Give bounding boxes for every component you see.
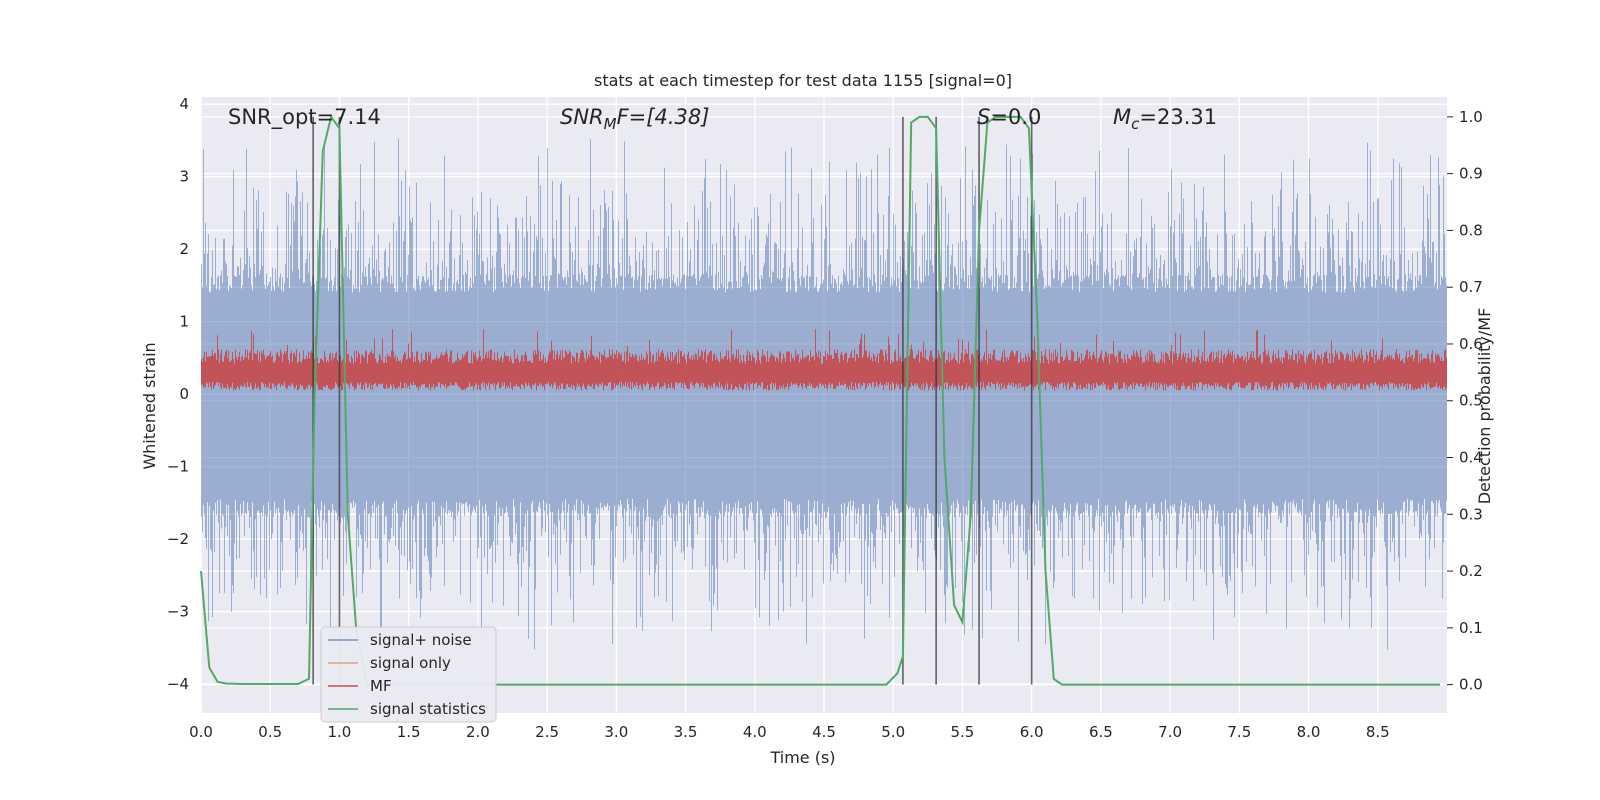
x-tick-label: 8.0: [1297, 723, 1321, 741]
legend: signal+ noise signal only MF signal stat…: [320, 626, 497, 723]
x-axis-label: Time (s): [769, 748, 835, 767]
left-y-tick-label: 1: [179, 313, 189, 331]
x-tick-label: 2.5: [535, 723, 559, 741]
legend-label-stats: signal statistics: [370, 700, 486, 718]
x-tick-label: 1.5: [397, 723, 421, 741]
x-tick-label: 0.5: [258, 723, 282, 741]
right-y-tick-label: 0.2: [1459, 562, 1483, 580]
x-tick-label: 3.5: [674, 723, 698, 741]
left-y-tick-label: −3: [167, 603, 189, 621]
x-tick-label: 4.5: [812, 723, 836, 741]
x-tick-label: 6.5: [1089, 723, 1113, 741]
chart-title: stats at each timestep for test data 115…: [594, 71, 1012, 90]
right-y-tick-label: 0.1: [1459, 619, 1483, 637]
x-tick-label: 4.0: [743, 723, 767, 741]
x-tick-label: 0.0: [189, 723, 213, 741]
annotation-snr-opt: SNR_opt=7.14: [228, 105, 381, 130]
left-y-axis-label: Whitened strain: [140, 342, 159, 469]
left-y-tick-label: −1: [167, 458, 189, 476]
right-y-axis-label: Detection probability/MF: [1475, 308, 1494, 505]
right-y-tick-label: 1.0: [1459, 108, 1483, 126]
left-y-tick-label: 3: [179, 168, 189, 186]
right-y-tick-label: 0.3: [1459, 505, 1483, 523]
legend-label-mf: MF: [370, 677, 392, 695]
right-y-tick-label: 0.5: [1459, 392, 1483, 410]
left-y-axis-ticks: −4 −3 −2 −1 0 1 2 3 4: [167, 95, 189, 693]
x-tick-label: 6.0: [1020, 723, 1044, 741]
left-y-tick-label: 0: [179, 385, 189, 403]
right-y-axis-ticks: 0.0 0.1 0.2 0.3 0.4 0.5 0.6 0.7 0.8 0.9 1.0: [1447, 108, 1483, 694]
right-y-tick-label: 0.7: [1459, 278, 1483, 296]
x-tick-label: 3.0: [604, 723, 628, 741]
right-y-tick-label: 0.0: [1459, 676, 1483, 694]
right-y-tick-label: 0.9: [1459, 165, 1483, 183]
right-y-tick-label: 0.4: [1459, 449, 1483, 467]
right-y-tick-label: 0.8: [1459, 221, 1483, 239]
left-y-tick-label: 4: [179, 95, 189, 113]
left-y-tick-label: −2: [167, 530, 189, 548]
annotation-s: S=0.0: [977, 105, 1041, 129]
x-axis-ticks: 0.0 0.5 1.0 1.5 2.0 2.5 3.0 3.5 4.0 4.5 5.0 5.5 6.0 6…: [189, 723, 1390, 741]
x-tick-label: 8.5: [1366, 723, 1390, 741]
x-tick-label: 7.5: [1227, 723, 1251, 741]
x-tick-label: 2.0: [466, 723, 490, 741]
left-y-tick-label: −4: [167, 675, 189, 693]
annotation-mc: Mc=23.31: [1113, 105, 1217, 133]
x-tick-label: 1.0: [328, 723, 352, 741]
signal-statistics-line: [200, 114, 1441, 686]
x-tick-label: 5.0: [881, 723, 905, 741]
legend-label-noise: signal+ noise: [370, 631, 472, 649]
x-tick-label: 5.5: [951, 723, 975, 741]
right-y-tick-label: 0.6: [1459, 335, 1483, 353]
left-y-tick-label: 2: [179, 240, 189, 258]
annotation-snr-mf: SNRMF=[4.38]: [560, 105, 709, 133]
legend-box: [320, 626, 497, 723]
x-tick-label: 7.0: [1158, 723, 1182, 741]
legend-label-signal-only: signal only: [370, 654, 451, 672]
